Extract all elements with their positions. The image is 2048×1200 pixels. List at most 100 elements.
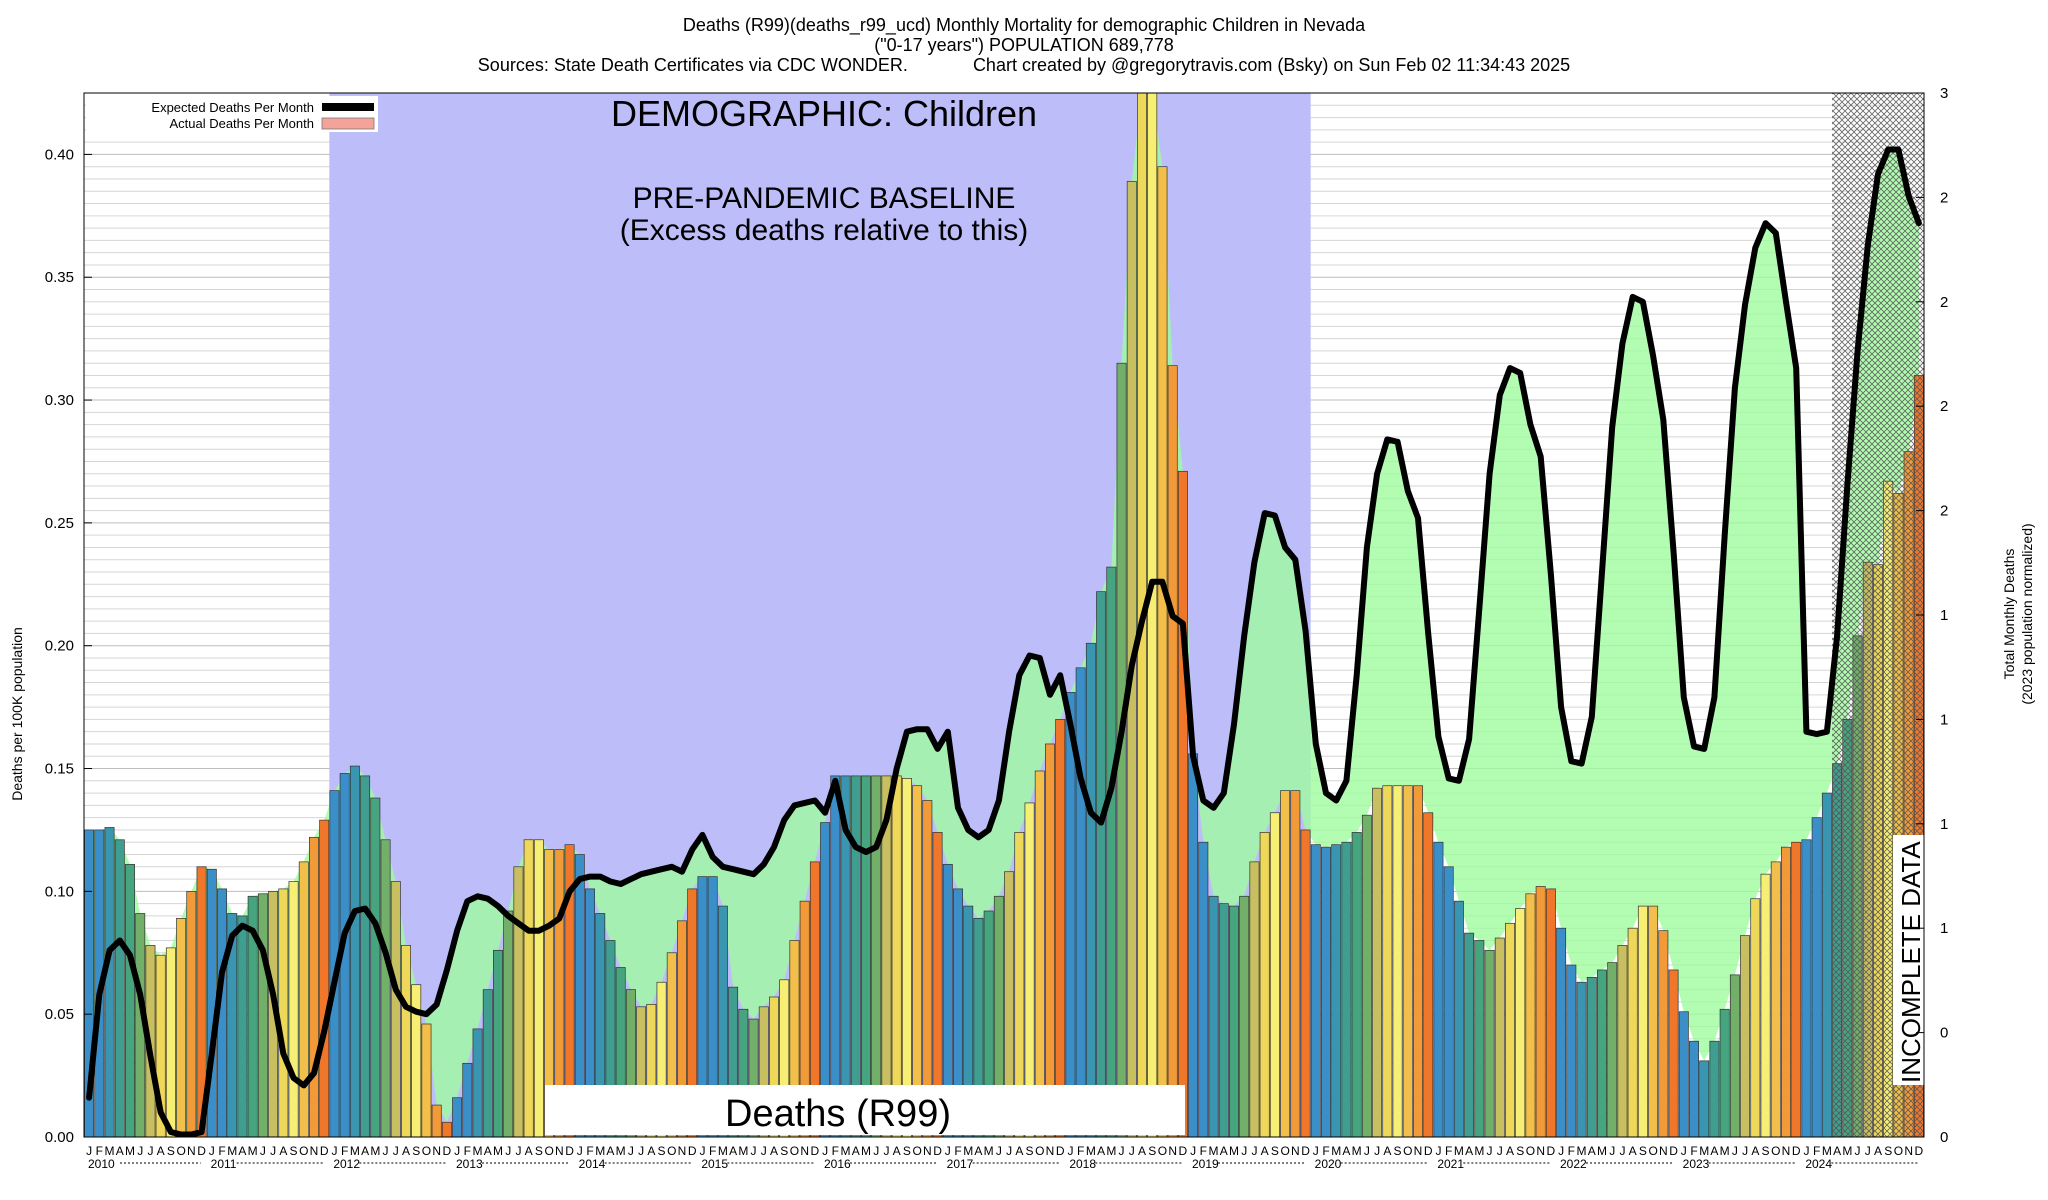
- x-month-label: J: [393, 1144, 399, 1158]
- x-month-label: F: [218, 1144, 225, 1158]
- x-month-label: J: [1435, 1144, 1441, 1158]
- x-month-label: J: [1855, 1144, 1861, 1158]
- actual-deaths-bar: [1791, 841, 1802, 1137]
- x-month-label: A: [1465, 1144, 1473, 1158]
- actual-deaths-bar: [1433, 841, 1444, 1137]
- x-month-label: M: [473, 1144, 483, 1158]
- actual-deaths-bar: [1341, 841, 1352, 1137]
- actual-deaths-bar: [1085, 642, 1096, 1137]
- x-month-label: S: [1026, 1144, 1034, 1158]
- x-month-label: A: [525, 1144, 533, 1158]
- x-year-label: 2020: [1315, 1157, 1342, 1171]
- actual-deaths-bar: [431, 1104, 442, 1137]
- actual-deaths-bar: [1525, 893, 1536, 1137]
- x-month-label: O: [1648, 1144, 1657, 1158]
- y-right-tick-label: 0: [1940, 1129, 1948, 1146]
- actual-deaths-bars: [84, 93, 1924, 1137]
- x-month-label: J: [1251, 1144, 1257, 1158]
- actual-deaths-bar: [901, 778, 912, 1137]
- x-year-label: 2024: [1805, 1157, 1832, 1171]
- x-month-label: S: [412, 1144, 420, 1158]
- actual-deaths-bar: [298, 861, 309, 1137]
- x-month-label: M: [105, 1144, 115, 1158]
- x-month-label: S: [1394, 1144, 1402, 1158]
- x-month-label: M: [1720, 1144, 1730, 1158]
- actual-deaths-bar: [1740, 935, 1751, 1137]
- actual-deaths-bar: [1392, 785, 1403, 1137]
- y-axis-left-label: Deaths per 100K population: [9, 627, 25, 801]
- actual-deaths-bar: [482, 989, 493, 1137]
- x-month-label: J: [1619, 1144, 1625, 1158]
- actual-deaths-bar: [1229, 905, 1239, 1137]
- x-month-label: J: [454, 1144, 460, 1158]
- x-month-label: F: [464, 1144, 471, 1158]
- actual-deaths-bar: [462, 1062, 473, 1137]
- actual-deaths-bar: [1147, 93, 1158, 1137]
- actual-deaths-bar: [799, 900, 810, 1137]
- x-month-label: A: [1220, 1144, 1228, 1158]
- x-year-label: 2023: [1683, 1157, 1710, 1171]
- actual-deaths-bar: [697, 876, 708, 1137]
- actual-deaths-bar: [1505, 922, 1515, 1137]
- x-month-label: A: [1506, 1144, 1514, 1158]
- actual-deaths-bar: [1259, 832, 1270, 1137]
- actual-deaths-bar: [1648, 905, 1659, 1137]
- x-month-label: O: [1280, 1144, 1289, 1158]
- x-month-label: J: [1742, 1144, 1748, 1158]
- actual-deaths-bar: [1627, 927, 1638, 1137]
- x-month-label: N: [1782, 1144, 1791, 1158]
- actual-deaths-bar: [1801, 839, 1812, 1137]
- x-month-label: F: [96, 1144, 103, 1158]
- actual-deaths-bar: [1597, 969, 1607, 1137]
- actual-deaths-bar: [472, 1028, 483, 1137]
- x-month-label: A: [647, 1144, 655, 1158]
- actual-deaths-bar: [707, 876, 718, 1137]
- x-month-label: J: [1067, 1144, 1073, 1158]
- actual-deaths-bar: [1760, 873, 1771, 1137]
- actual-deaths-bar: [390, 881, 401, 1137]
- x-month-label: J: [1865, 1144, 1871, 1158]
- x-month-label: J: [1558, 1144, 1564, 1158]
- x-month-label: S: [535, 1144, 543, 1158]
- x-month-label: A: [238, 1144, 246, 1158]
- legend: Expected Deaths Per Month Actual Deaths …: [86, 96, 378, 132]
- x-month-label: M: [1352, 1144, 1362, 1158]
- actual-deaths-bar: [554, 849, 565, 1137]
- actual-deaths-bar: [1719, 1008, 1730, 1137]
- actual-deaths-bar: [309, 836, 319, 1137]
- x-month-label: M: [718, 1144, 728, 1158]
- x-month-label: S: [1884, 1144, 1892, 1158]
- x-month-label: N: [1414, 1144, 1423, 1158]
- x-month-label: A: [1097, 1144, 1105, 1158]
- y-left-tick-label: 0.00: [45, 1129, 74, 1146]
- x-month-label: A: [1015, 1144, 1023, 1158]
- y-left-tick-label: 0.20: [45, 638, 74, 655]
- x-month-label: S: [290, 1144, 298, 1158]
- cause-label-box: [545, 1085, 1185, 1135]
- chart-title: Deaths (R99)(deaths_r99_ucd) Monthly Mor…: [682, 15, 1366, 35]
- x-month-label: N: [187, 1144, 196, 1158]
- x-month-label: O: [1158, 1144, 1167, 1158]
- actual-deaths-bar: [452, 1097, 463, 1137]
- actual-deaths-bar: [1689, 1040, 1699, 1137]
- x-year-label: 2017: [947, 1157, 974, 1171]
- x-month-label: A: [1261, 1144, 1269, 1158]
- x-month-label: J: [883, 1144, 889, 1158]
- x-month-label: M: [1331, 1144, 1341, 1158]
- actual-deaths-bar: [1515, 908, 1526, 1137]
- x-month-label: M: [984, 1144, 994, 1158]
- x-month-label: F: [1690, 1144, 1697, 1158]
- x-month-label: N: [1168, 1144, 1177, 1158]
- actual-deaths-bar: [983, 910, 994, 1137]
- x-month-label: A: [1588, 1144, 1596, 1158]
- x-month-label: D: [443, 1144, 452, 1158]
- x-year-label: 2015: [701, 1157, 728, 1171]
- actual-deaths-bar: [1494, 937, 1505, 1137]
- x-month-label: D: [1056, 1144, 1065, 1158]
- actual-deaths-bar: [666, 952, 677, 1137]
- x-month-label: A: [729, 1144, 737, 1158]
- x-month-label: J: [1129, 1144, 1135, 1158]
- actual-deaths-bar: [360, 775, 371, 1137]
- x-month-label: O: [912, 1144, 921, 1158]
